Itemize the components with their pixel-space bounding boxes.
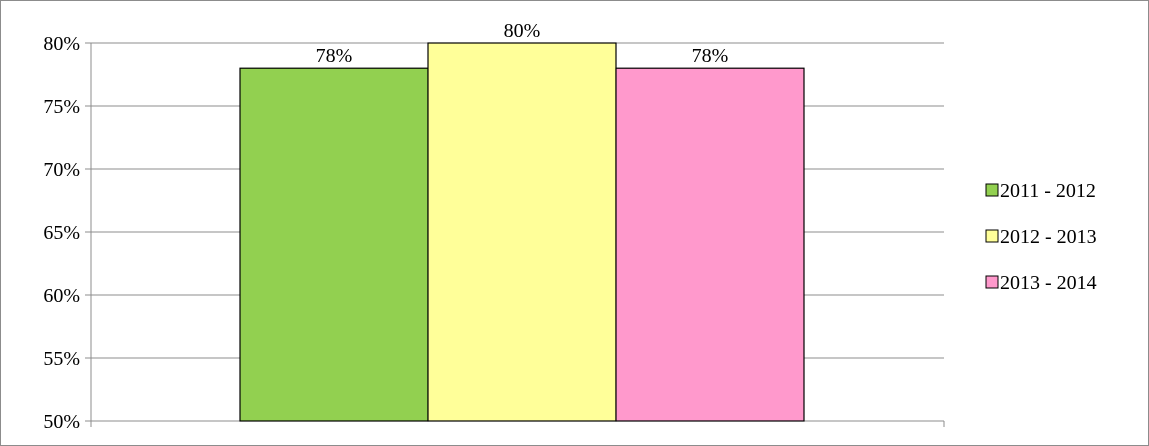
legend-label: 2012 - 2013 <box>1000 226 1097 248</box>
y-tick-label: 80% <box>43 33 80 55</box>
bar <box>427 42 617 422</box>
data-label: 80% <box>504 20 541 42</box>
legend-swatch <box>985 275 999 289</box>
y-tick-label: 70% <box>43 159 80 181</box>
data-label: 78% <box>692 45 729 67</box>
data-labels: 78% 80% 78% <box>316 20 729 67</box>
y-tick-label: 65% <box>43 222 80 244</box>
legend-label: 2013 - 2014 <box>1000 272 1097 294</box>
bar <box>615 67 805 422</box>
y-tick-label: 60% <box>43 285 80 307</box>
bars <box>239 42 805 422</box>
legend: 2011 - 2012 2012 - 2013 2013 - 2014 <box>985 180 1097 294</box>
y-tick-label: 75% <box>43 96 80 118</box>
data-label: 78% <box>316 45 353 67</box>
y-tick-label: 50% <box>43 411 80 433</box>
y-tick-label: 55% <box>43 348 80 370</box>
bar <box>239 67 429 422</box>
legend-swatch <box>985 229 999 243</box>
legend-swatch <box>985 183 999 197</box>
legend-label: 2011 - 2012 <box>1000 180 1096 202</box>
